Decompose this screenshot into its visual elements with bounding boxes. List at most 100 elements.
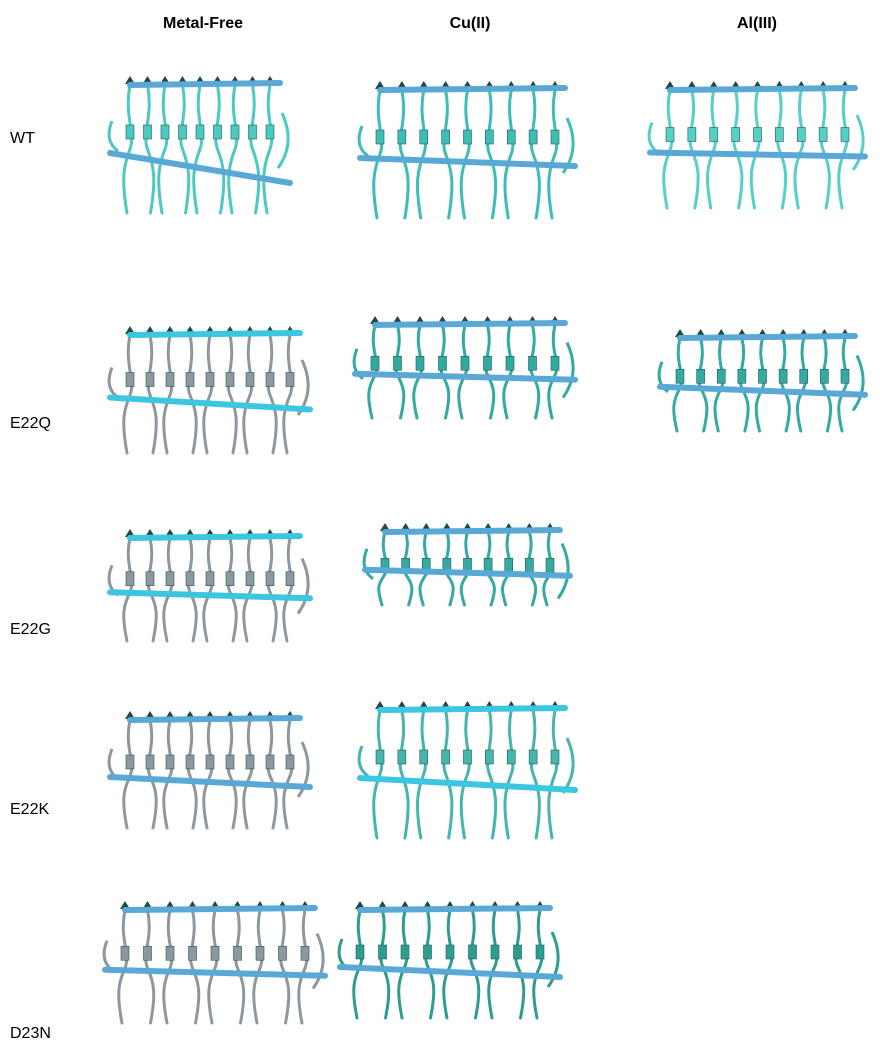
- beta-sheet: [246, 755, 254, 769]
- beta-sheet: [189, 946, 197, 960]
- beta-sheet: [126, 373, 134, 387]
- beta-sheet: [401, 945, 409, 959]
- strand: [461, 710, 469, 838]
- strand: [268, 720, 276, 828]
- strand: [124, 335, 132, 453]
- strand: [164, 720, 172, 828]
- strand: [354, 910, 362, 1018]
- beta-sheet: [146, 373, 154, 387]
- strand: [516, 910, 524, 1018]
- strand: [690, 90, 698, 208]
- strand: [209, 910, 217, 1023]
- strand: [778, 90, 786, 208]
- beta-sheet: [507, 130, 515, 144]
- beta-sheet: [226, 572, 234, 586]
- beta-sheet: [301, 946, 309, 960]
- beta-sheet: [525, 558, 533, 572]
- beta-sheet: [819, 128, 827, 142]
- strand: [488, 710, 496, 838]
- structure-panel: [109, 711, 310, 828]
- beta-sheet: [144, 946, 152, 960]
- strand: [505, 710, 513, 838]
- column-header: Metal-Free: [163, 15, 243, 32]
- beta-sheet: [536, 945, 544, 959]
- strand: [244, 335, 252, 453]
- beta-sheet: [394, 356, 402, 370]
- strand: [228, 720, 236, 828]
- structure-panel: [364, 523, 570, 605]
- strand: [216, 85, 224, 213]
- axis-rod: [385, 530, 560, 532]
- beta-sheet: [286, 572, 294, 586]
- strand: [188, 335, 196, 453]
- axis-rod: [130, 83, 280, 85]
- strand: [124, 85, 132, 213]
- beta-sheet: [446, 945, 454, 959]
- row-label: D23N: [10, 1025, 51, 1042]
- strand: [707, 90, 715, 208]
- structure-panel: [104, 901, 325, 1023]
- beta-sheet: [800, 369, 808, 383]
- strand: [381, 910, 389, 1018]
- strand: [164, 335, 172, 453]
- beta-sheet: [398, 750, 406, 764]
- beta-sheet: [841, 369, 849, 383]
- strand: [781, 338, 789, 431]
- axis-rod: [650, 153, 865, 157]
- beta-sheet: [146, 755, 154, 769]
- axis-rod: [110, 592, 310, 598]
- strand: [188, 538, 196, 641]
- strand: [228, 335, 236, 453]
- strand: [531, 90, 539, 218]
- strand: [264, 85, 272, 213]
- strand: [734, 90, 742, 208]
- beta-sheet: [420, 750, 428, 764]
- strand: [504, 325, 512, 418]
- strand: [839, 90, 847, 208]
- beta-sheet: [820, 369, 828, 383]
- strand: [488, 90, 496, 218]
- axis-rod: [125, 908, 315, 910]
- strand: [699, 338, 707, 431]
- strand: [549, 325, 557, 418]
- beta-sheet: [376, 750, 384, 764]
- strand: [486, 325, 494, 418]
- beta-sheet: [529, 130, 537, 144]
- axis-rod: [670, 88, 855, 90]
- beta-sheet: [779, 369, 787, 383]
- strand: [414, 325, 422, 418]
- strand: [124, 720, 132, 828]
- strand: [399, 910, 407, 1018]
- beta-sheet: [442, 130, 450, 144]
- beta-sheet: [266, 373, 274, 387]
- beta-sheet: [529, 356, 537, 370]
- beta-sheet: [754, 128, 762, 142]
- strand: [426, 910, 434, 1018]
- beta-sheet: [146, 572, 154, 586]
- beta-sheet: [505, 558, 513, 572]
- beta-sheet: [186, 373, 194, 387]
- strand: [471, 910, 479, 1018]
- strand: [374, 90, 382, 218]
- strand: [549, 710, 557, 838]
- beta-sheet: [442, 750, 450, 764]
- strand: [505, 90, 513, 218]
- axis-rod: [130, 718, 300, 720]
- beta-sheet: [371, 356, 379, 370]
- strand: [146, 910, 154, 1023]
- strand: [444, 90, 452, 218]
- beta-sheet: [464, 130, 472, 144]
- strand: [244, 538, 252, 641]
- row-label: WT: [10, 130, 35, 147]
- beta-sheet: [841, 128, 849, 142]
- strand: [124, 538, 132, 641]
- structure-panel: [649, 81, 865, 208]
- axis-rod: [660, 387, 865, 395]
- beta-sheet: [166, 572, 174, 586]
- strand: [268, 538, 276, 641]
- strand: [396, 325, 404, 418]
- beta-sheet: [551, 356, 559, 370]
- strand: [417, 90, 425, 218]
- strand: [489, 910, 497, 1018]
- strand: [254, 910, 262, 1023]
